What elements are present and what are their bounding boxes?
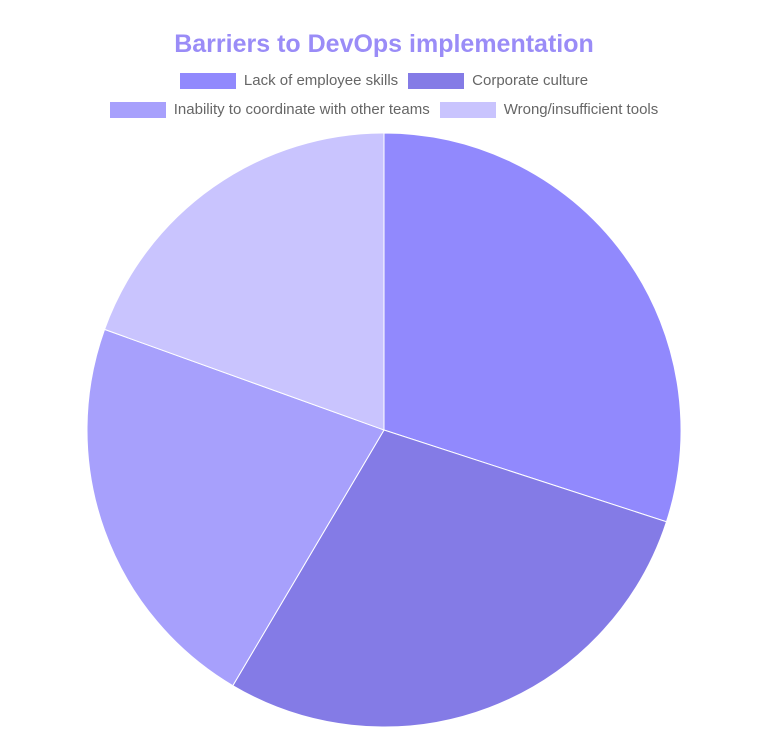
pie-slice-wrong-insufficient-tools[interactable] xyxy=(103,132,385,431)
legend-item-inability-to-coordinate[interactable]: Inability to coordinate with other teams xyxy=(109,101,430,118)
pie-slice-inability-to-coordinate-with-other-teams[interactable] xyxy=(86,328,385,687)
legend-swatch xyxy=(408,72,465,89)
legend-item-lack-of-employee-skills[interactable]: Lack of employee skills xyxy=(179,72,399,89)
legend-swatch xyxy=(109,101,166,118)
legend-label: Wrong/insufficient tools xyxy=(503,101,659,118)
legend-swatch xyxy=(439,101,496,118)
legend-label: Corporate culture xyxy=(472,72,589,89)
legend-label: Lack of employee skills xyxy=(243,72,399,89)
legend-item-wrong-insufficient-tools[interactable]: Wrong/insufficient tools xyxy=(439,101,659,118)
legend-item-corporate-culture[interactable]: Corporate culture xyxy=(408,72,588,89)
legend: Inability to coordinate with other teams… xyxy=(0,101,768,118)
pie-slice-corporate-culture[interactable] xyxy=(232,429,668,728)
legend-label: Inability to coordinate with other teams xyxy=(173,101,430,118)
legend: Lack of employee skills Corporate cultur… xyxy=(0,72,768,89)
chart-title: Barriers to DevOps implementation xyxy=(174,30,594,58)
legend-swatch xyxy=(179,72,236,89)
pie-slice-lack-of-employee-skills[interactable] xyxy=(383,132,682,523)
